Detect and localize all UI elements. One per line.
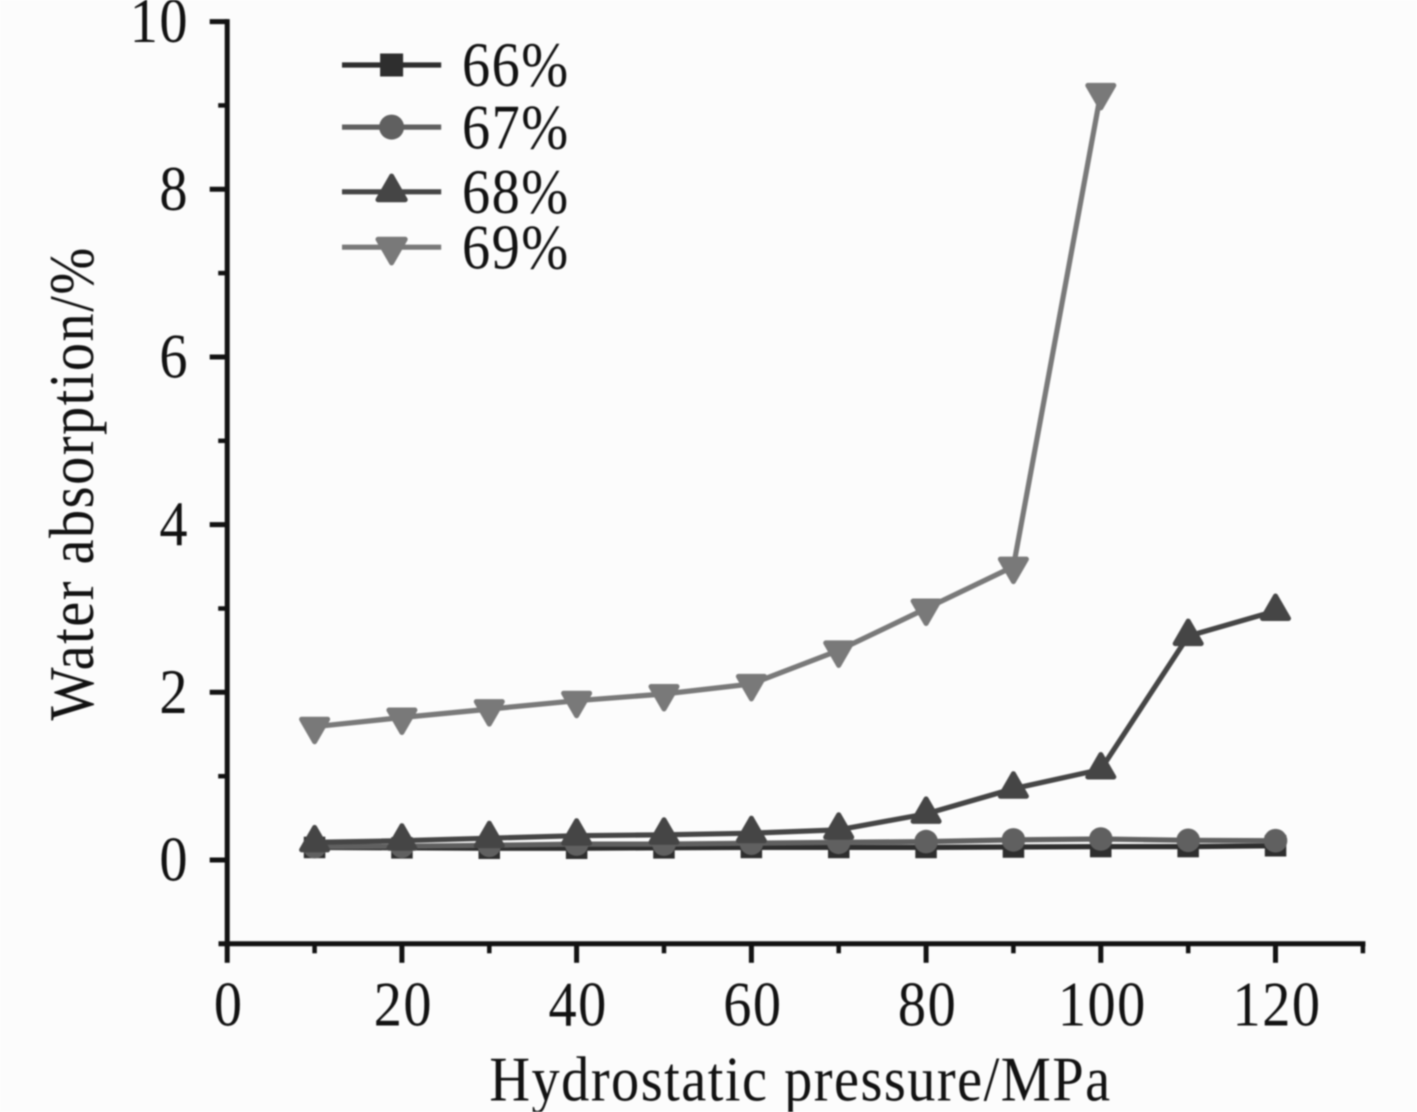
svg-text:100: 100 — [1058, 969, 1147, 1040]
svg-text:Water absorption/%: Water absorption/% — [37, 246, 108, 720]
svg-text:80: 80 — [898, 969, 957, 1040]
svg-text:68%: 68% — [462, 157, 570, 228]
svg-text:6: 6 — [159, 321, 189, 392]
svg-text:67%: 67% — [462, 92, 570, 163]
svg-text:66%: 66% — [462, 30, 570, 101]
svg-text:60: 60 — [723, 969, 782, 1040]
svg-text:40: 40 — [548, 969, 607, 1040]
svg-text:2: 2 — [159, 657, 189, 728]
svg-text:Hydrostatic pressure/MPa: Hydrostatic pressure/MPa — [489, 1044, 1111, 1112]
svg-text:10: 10 — [130, 0, 189, 57]
svg-text:0: 0 — [159, 824, 189, 895]
svg-text:20: 20 — [374, 969, 433, 1040]
svg-text:69%: 69% — [462, 212, 570, 283]
svg-text:8: 8 — [159, 153, 189, 224]
svg-text:0: 0 — [214, 969, 244, 1040]
svg-text:4: 4 — [159, 489, 189, 560]
svg-text:120: 120 — [1233, 969, 1322, 1040]
